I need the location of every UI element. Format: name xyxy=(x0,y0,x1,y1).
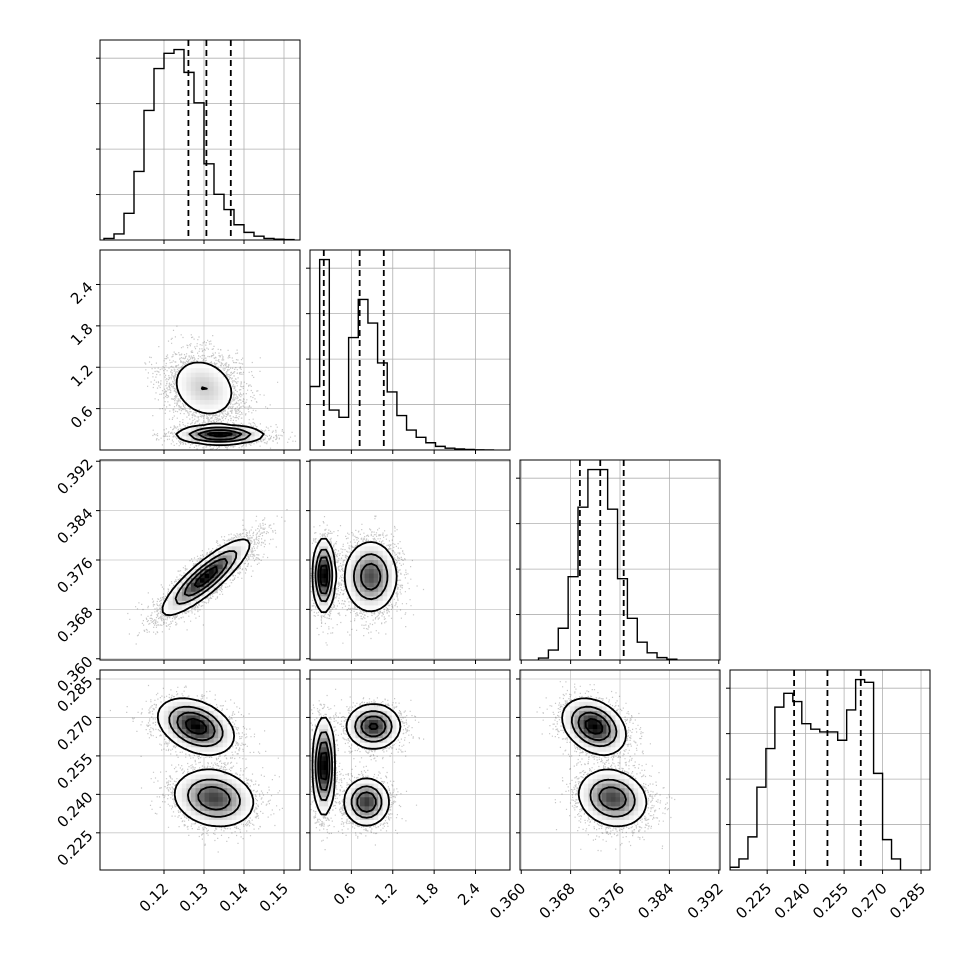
x-tick-label-1-3: 0.14 xyxy=(216,879,252,915)
y-tick-label-4-1: 0.225 xyxy=(53,827,96,870)
scatter-2-1-contour-1 xyxy=(175,361,265,447)
y-tick-label-3-5: 0.392 xyxy=(53,455,96,498)
scatter-4-2-frame xyxy=(309,669,511,871)
hist-1-frame xyxy=(99,39,301,241)
scatter-2-1-content xyxy=(100,250,300,450)
x-tick-label-3-5: 0.392 xyxy=(684,879,727,922)
x-tick-label-4-2: 0.240 xyxy=(771,879,814,922)
x-tick-label-1-2: 0.13 xyxy=(176,879,212,915)
scatter-4-1-density xyxy=(159,697,255,825)
x-tick-label-2-4: 2.4 xyxy=(454,879,484,909)
scatter-3-1-content xyxy=(100,460,300,660)
scatter-4-3-contour-2 xyxy=(570,705,636,818)
y-tick-label-3-2: 0.368 xyxy=(53,603,96,646)
scatter-4-2-content xyxy=(310,670,510,870)
scatter-3-2-contour-3 xyxy=(317,556,382,595)
y-tick-label-4-4: 0.270 xyxy=(53,711,96,754)
scatter-3-2-contour-2 xyxy=(314,548,389,603)
scatter-4-3-contour-1 xyxy=(561,697,648,828)
y-tick-label-2-2: 1.2 xyxy=(67,361,97,391)
scatter-4-2-contour-3 xyxy=(317,715,387,813)
hist-panel-2 xyxy=(306,249,511,451)
scatter-panel-4-1 xyxy=(96,669,301,874)
hist-4-steps xyxy=(730,678,902,870)
scatter-4-1-contour-4 xyxy=(184,717,207,735)
x-tick-label-2-2: 1.2 xyxy=(371,879,401,909)
scatter-panel-3-2 xyxy=(306,459,511,664)
scatter-3-1-contour-4 xyxy=(193,565,218,588)
hist-1-steps xyxy=(103,48,295,240)
y-tick-label-4-2: 0.240 xyxy=(53,788,96,831)
scatter-2-1-contour-2 xyxy=(188,386,252,443)
x-tick-label-4-5: 0.285 xyxy=(886,879,929,922)
scatter-4-1-content xyxy=(100,670,300,870)
scatter-3-1-frame xyxy=(99,459,301,661)
scatter-4-1-contour-2 xyxy=(168,705,241,818)
scatter-4-3-frame xyxy=(519,669,721,871)
scatter-panel-4-2 xyxy=(306,669,511,874)
y-tick-label-2-4: 2.4 xyxy=(67,278,97,308)
scatter-3-2-contour-4 xyxy=(319,564,329,587)
y-tick-label-2-3: 1.8 xyxy=(67,320,97,350)
scatter-4-2-contour-2 xyxy=(314,710,393,819)
hist-2-steps xyxy=(310,258,495,450)
scatter-4-2-contour-1 xyxy=(311,703,402,827)
scatter-4-3-content xyxy=(520,670,720,870)
scatter-4-2-contour-4 xyxy=(319,722,379,781)
y-tick-label-3-4: 0.384 xyxy=(53,504,96,547)
scatter-3-1-contour-2 xyxy=(174,550,238,605)
x-tick-label-4-1: 0.225 xyxy=(732,879,775,922)
y-tick-label-3-3: 0.376 xyxy=(53,554,96,597)
scatter-4-3-contour-3 xyxy=(577,711,627,811)
x-tick-label-2-1: 0.6 xyxy=(330,879,360,909)
y-tick-label-2-1: 0.6 xyxy=(67,402,97,432)
hist-3-steps xyxy=(537,468,678,660)
scatter-3-1-contour-1 xyxy=(161,538,251,617)
scatter-2-1-contour-3 xyxy=(197,429,243,441)
hist-panel-3 xyxy=(516,459,721,661)
hist-4-frame xyxy=(729,669,931,871)
scatter-2-1-contour-4 xyxy=(207,431,233,438)
scatter-3-2-frame xyxy=(309,459,511,661)
scatter-2-1-frame xyxy=(99,249,301,451)
x-tick-label-1-1: 0.12 xyxy=(136,879,172,915)
hist-panel-1 xyxy=(96,39,301,241)
scatter-panel-3-1 xyxy=(96,459,301,664)
scatter-4-1-contour-1 xyxy=(156,697,255,828)
x-tick-label-3-3: 0.376 xyxy=(585,879,628,922)
scatter-3-1-contour-3 xyxy=(183,558,229,597)
x-tick-label-1-4: 0.15 xyxy=(256,879,292,915)
hist-2-frame xyxy=(309,249,511,451)
x-tick-label-3-4: 0.384 xyxy=(634,879,677,922)
scatter-panel-2-1 xyxy=(96,249,301,454)
scatter-panel-4-3 xyxy=(516,669,721,874)
scatter-3-2-contour-1 xyxy=(311,537,398,614)
scatter-3-2-content xyxy=(310,460,510,660)
y-tick-label-4-3: 0.255 xyxy=(53,750,96,793)
scatter-4-3-contour-4 xyxy=(584,718,604,735)
x-tick-label-3-2: 0.368 xyxy=(536,879,579,922)
x-tick-label-2-3: 1.8 xyxy=(413,879,443,909)
scatter-4-1-contour-3 xyxy=(176,711,231,811)
scatter-4-1-frame xyxy=(99,669,301,871)
hist-panel-4 xyxy=(726,669,931,871)
x-tick-label-4-3: 0.255 xyxy=(809,879,852,922)
x-tick-label-3-1: 0.360 xyxy=(486,879,529,922)
x-tick-label-4-4: 0.270 xyxy=(848,879,891,922)
